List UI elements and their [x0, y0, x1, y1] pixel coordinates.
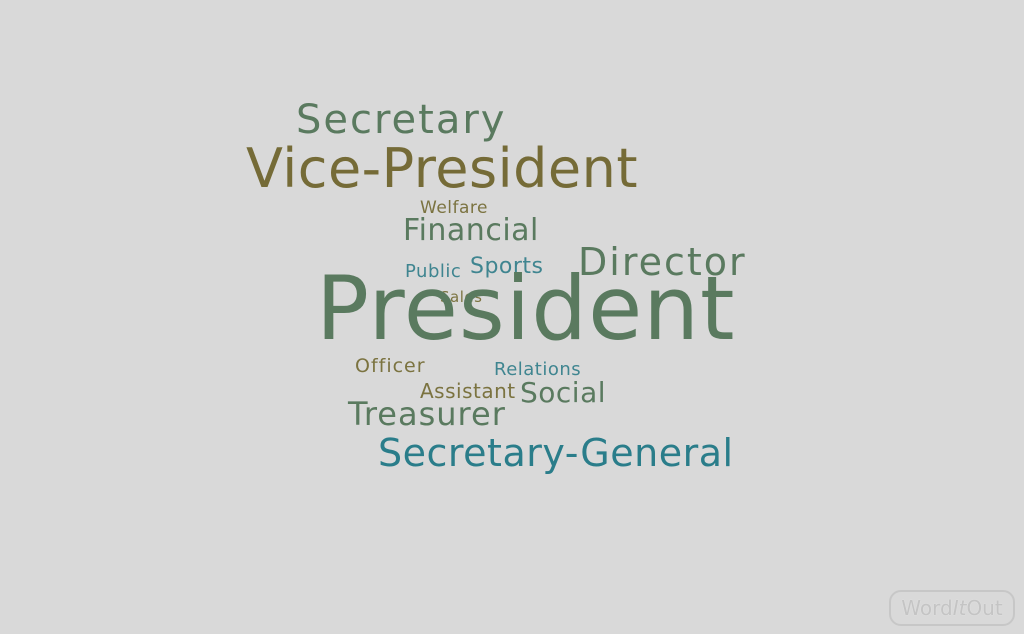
- logo-out: Out: [966, 596, 1003, 620]
- word-vice-president: Vice-President: [246, 137, 639, 200]
- word-financial: Financial: [403, 213, 539, 248]
- word-secretary: Secretary: [296, 97, 507, 143]
- word-president: President: [316, 257, 736, 360]
- word-relations: Relations: [494, 359, 582, 380]
- logo-word: Word: [901, 596, 953, 620]
- wordltout-logo[interactable]: Word It Out: [889, 590, 1015, 626]
- word-sales: Sales: [440, 288, 483, 306]
- word-welfare: Welfare: [420, 198, 488, 218]
- word-officer: Officer: [355, 355, 426, 377]
- word-assistant: Assistant: [420, 379, 516, 403]
- logo-it: It: [952, 596, 967, 620]
- word-public: Public: [405, 261, 462, 282]
- word-director: Director: [578, 240, 747, 284]
- word-social: Social: [520, 376, 607, 409]
- word-sports: Sports: [470, 254, 544, 279]
- word-treasurer: Treasurer: [348, 395, 506, 433]
- word-secretary-general: Secretary-General: [378, 431, 734, 475]
